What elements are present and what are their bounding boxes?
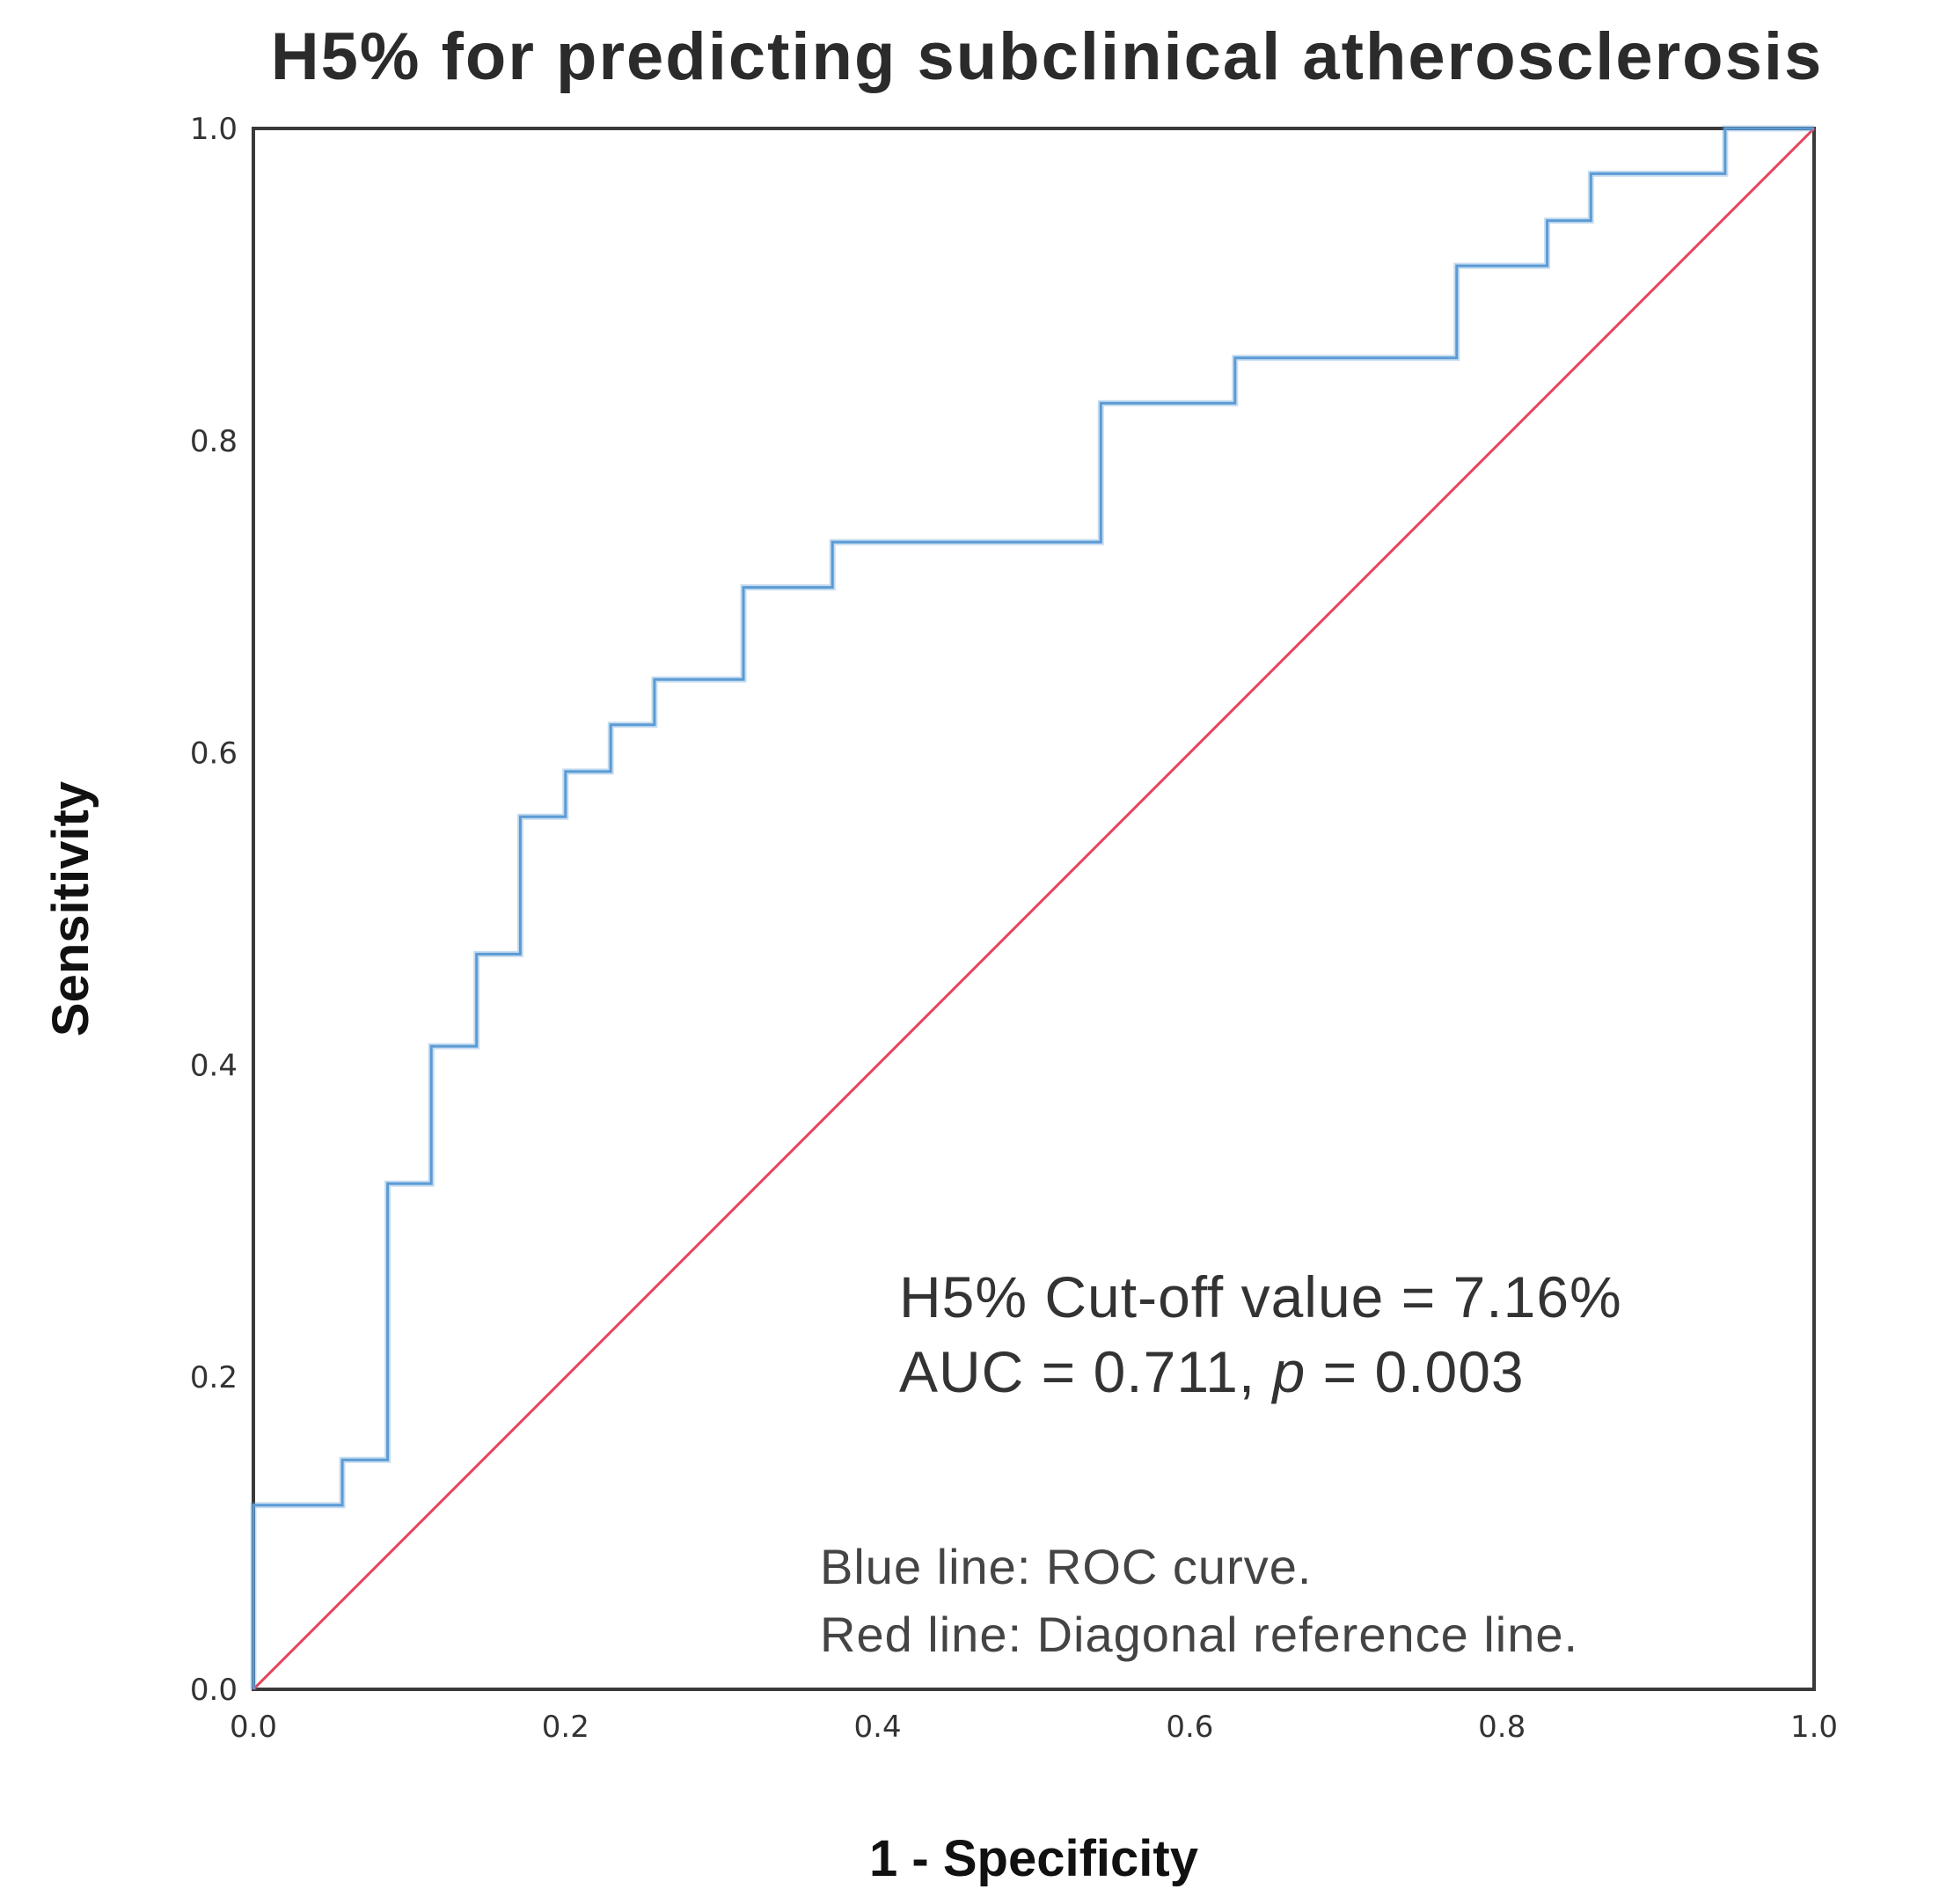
y-tick-label: 0.0 <box>190 1673 238 1708</box>
x-tick-label: 0.6 <box>1166 1710 1213 1745</box>
p-symbol: p <box>1271 1339 1306 1404</box>
y-tick-label: 0.4 <box>190 1048 238 1083</box>
cutoff-annotation: H5% Cut-off value = 7.16% <box>899 1264 1622 1329</box>
y-tick-label: 0.2 <box>190 1360 238 1395</box>
plot-frame <box>252 127 1816 1691</box>
roc-curve <box>252 127 1814 1689</box>
chart-title: H5% for predicting subclinical atheroscl… <box>271 19 1823 94</box>
auc-text: AUC = 0.711, <box>899 1339 1273 1404</box>
x-axis-title: 1 - Specificity <box>869 1830 1198 1887</box>
y-tick-label: 0.6 <box>190 736 238 772</box>
legend-blue-line: Blue line: ROC curve. <box>820 1539 1312 1594</box>
auc-annotation: AUC = 0.711, p = 0.003 <box>899 1339 1525 1404</box>
legend-red-line: Red line: Diagonal reference line. <box>820 1607 1578 1662</box>
p-value: = 0.003 <box>1306 1339 1524 1404</box>
diagonal-reference-line <box>252 127 1816 1691</box>
x-axis-ticks: 0.0 0.2 0.4 0.6 0.8 1.0 <box>230 1710 1838 1745</box>
x-tick-label: 1.0 <box>1790 1710 1838 1745</box>
x-tick-label: 0.0 <box>230 1710 277 1745</box>
y-tick-label: 1.0 <box>190 112 238 147</box>
x-tick-label: 0.4 <box>854 1710 902 1745</box>
y-axis-title: Sensitivity <box>42 781 99 1036</box>
y-tick-label: 0.8 <box>190 424 238 459</box>
x-tick-label: 0.8 <box>1478 1710 1526 1745</box>
y-axis-ticks: 0.0 0.2 0.4 0.6 0.8 1.0 <box>190 112 238 1708</box>
x-tick-label: 0.2 <box>542 1710 589 1745</box>
